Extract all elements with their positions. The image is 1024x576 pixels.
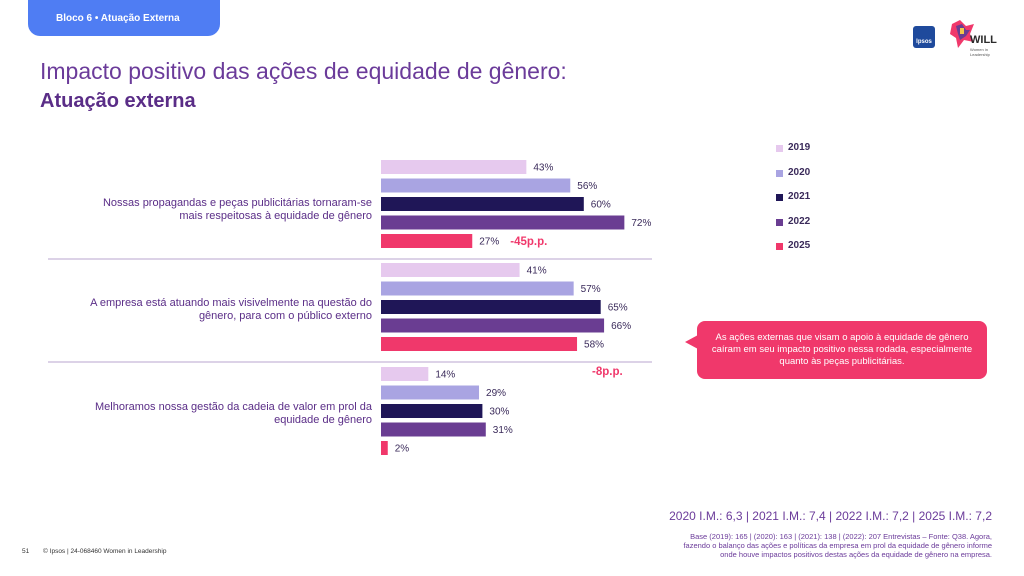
bar-2021-cat3 [381,404,483,418]
legend-item-2020: 2020 [776,167,866,181]
legend-item-2019: 2019 [776,142,866,156]
bar-2025-cat3 [381,441,388,455]
base-note: Base (2019): 165 | (2020): 163 | (2021):… [683,532,992,559]
will-logo-text: WILL [970,34,997,46]
category-label-3-line-2: equidade de gênero [274,414,372,426]
page-title: Impacto positivo das ações de equidade d… [40,58,567,84]
callout-tail [685,335,698,349]
legend-item-2025: 2025 [776,240,866,254]
section-tab: Bloco 6 • Atuação Externa [28,0,220,36]
data-label-2022-cat1: 72% [631,218,651,229]
ipsos-logo: Ipsos [913,26,935,48]
bar-2021-cat2 [381,300,601,314]
data-label-2020-cat2: 57% [581,284,601,295]
bar-2019-cat3 [381,367,429,381]
im-summary: 2020 I.M.: 6,3 | 2021 I.M.: 7,4 | 2022 I… [669,509,992,523]
legend-item-2021: 2021 [776,191,866,205]
legend-label-2021: 2021 [788,191,811,202]
data-label-2025-cat3: 2% [395,444,410,455]
legend-swatch-2025 [776,243,783,250]
change-annotation-2: -8p.p. [592,366,623,378]
data-label-2020-cat3: 29% [486,388,506,399]
bar-2025-cat1 [381,234,473,248]
data-label-2025-cat2: 58% [584,340,604,351]
legend-label-2019: 2019 [788,142,811,153]
will-logo: WILL Women in Leadership [948,18,1008,58]
change-annotation-1: -45p.p. [510,236,547,248]
legend-label-2020: 2020 [788,166,811,178]
insight-callout-text: As ações externas que visam o apoio à eq… [711,332,973,367]
bar-2020-cat3 [381,385,480,400]
will-logo-subtext: Women in Leadership [970,47,990,57]
legend-swatch-2022 [776,218,783,226]
bar-2019-cat2 [381,263,520,277]
category-label-1: Nossas propagandas e peças publicitárias… [42,197,372,223]
footer-source: © Ipsos | 24-068460 Women in Leadership [43,548,167,555]
data-label-2021-cat2: 65% [608,303,628,314]
category-label-2: A empresa está atuando mais visivelmente… [42,297,372,323]
will-logo-mark-icon [950,20,974,48]
data-label-2025-cat1: 27% [479,237,499,248]
category-label-3: Melhoramos nossa gestão da cadeia de val… [42,401,372,427]
bar-2022-cat2 [381,318,605,333]
legend-swatch-2019 [776,145,783,152]
category-label-1-line-2: mais respeitosas à equidade de gênero [179,210,372,222]
legend-item-2022: 2022 [776,216,866,230]
data-label-2019-cat3: 14% [435,370,455,381]
legend-label-2022: 2022 [788,215,811,227]
category-label-1-line-1: Nossas propagandas e peças publicitárias… [102,197,372,209]
data-label-2019-cat1: 43% [533,163,553,174]
bar-2020-cat2 [381,281,574,296]
insight-callout: As ações externas que visam o apoio à eq… [697,321,987,379]
data-label-2019-cat2: 41% [527,266,547,277]
section-tab-label: Bloco 6 • Atuação Externa [56,13,180,24]
data-label-2022-cat3: 31% [493,425,513,436]
bar-2019-cat1 [381,160,527,174]
legend-swatch-2020 [776,169,783,177]
data-label-2021-cat3: 30% [489,407,509,418]
bar-2022-cat1 [381,215,625,230]
category-label-3-line-1: Melhoramos nossa gestão da cadeia de val… [95,401,372,413]
data-label-2021-cat1: 60% [591,200,611,211]
footer: 51 © Ipsos | 24-068460 Women in Leadersh… [22,548,166,555]
legend-label-2025: 2025 [788,240,811,251]
category-label-2-line-2: gênero, para com o público externo [198,310,372,322]
category-label-2-line-1: A empresa está atuando mais visivelmente… [90,297,372,309]
data-label-2020-cat1: 56% [577,181,597,192]
bar-2025-cat2 [381,337,578,351]
data-label-2022-cat2: 66% [611,321,631,332]
page-subtitle: Atuação externa [40,90,196,112]
bar-2021-cat1 [381,197,584,211]
bar-2022-cat3 [381,422,486,437]
bar-2020-cat1 [381,178,571,193]
legend-swatch-2021 [776,194,783,201]
page-number: 51 [22,548,30,555]
